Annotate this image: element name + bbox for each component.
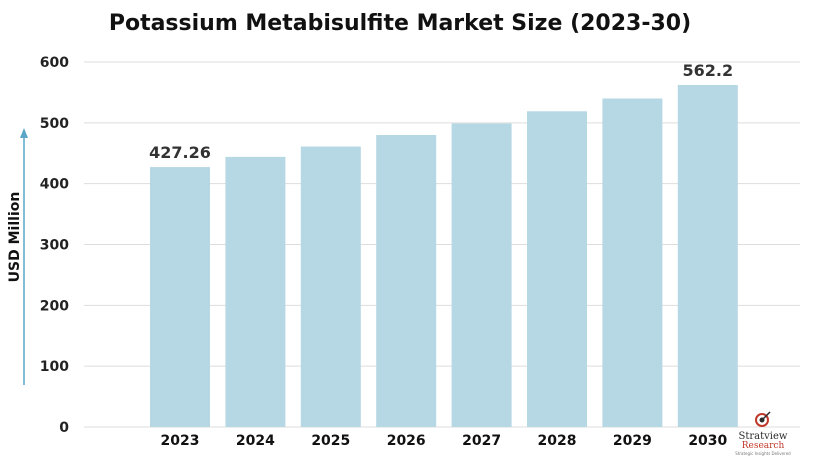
bar [376, 135, 437, 427]
x-tick-label: 2027 [462, 433, 501, 449]
data-label: 427.26 [149, 143, 211, 162]
data-label: 562.2 [682, 61, 733, 80]
bar [451, 123, 512, 428]
logo-sub: Research [741, 441, 785, 451]
target-icon [755, 411, 771, 427]
bar [527, 111, 587, 428]
y-tick-label: 400 [40, 177, 69, 193]
data-labels: 427.26 562.2 [149, 61, 733, 162]
stratview-logo: Stratview Research Strategic Insights De… [727, 411, 799, 456]
logo-name: Stratview [738, 431, 788, 442]
x-tick-label: 2026 [387, 433, 426, 449]
x-tick-label: 2023 [161, 433, 200, 449]
x-tick-label: 2028 [538, 433, 577, 449]
bars [150, 84, 738, 428]
bar [300, 146, 361, 427]
bar [150, 167, 210, 427]
y-axis-label: USD Million [7, 192, 23, 283]
bar [677, 84, 738, 428]
y-tick-label: 200 [40, 298, 69, 314]
y-tick-label: 500 [40, 116, 69, 132]
y-tick-label: 300 [40, 238, 69, 254]
y-tick-label: 600 [40, 55, 69, 71]
y-tick-label: 100 [40, 359, 69, 375]
x-axis-ticks: 2023 2024 2025 2026 2027 2028 2029 2030 [161, 433, 728, 449]
logo-tagline: Strategic Insights Delivered [735, 451, 791, 456]
bar [602, 98, 663, 427]
y-tick-label: 0 [59, 420, 69, 436]
x-tick-label: 2030 [688, 433, 727, 449]
y-axis-arrow-head [20, 128, 28, 138]
x-tick-label: 2025 [311, 433, 350, 449]
y-axis-ticks: 0 100 200 300 400 500 600 [40, 55, 69, 436]
chart-title: Potassium Metabisulfite Market Size (202… [109, 11, 691, 36]
x-tick-label: 2024 [236, 433, 275, 449]
x-tick-label: 2029 [613, 433, 652, 449]
bar [225, 156, 286, 427]
